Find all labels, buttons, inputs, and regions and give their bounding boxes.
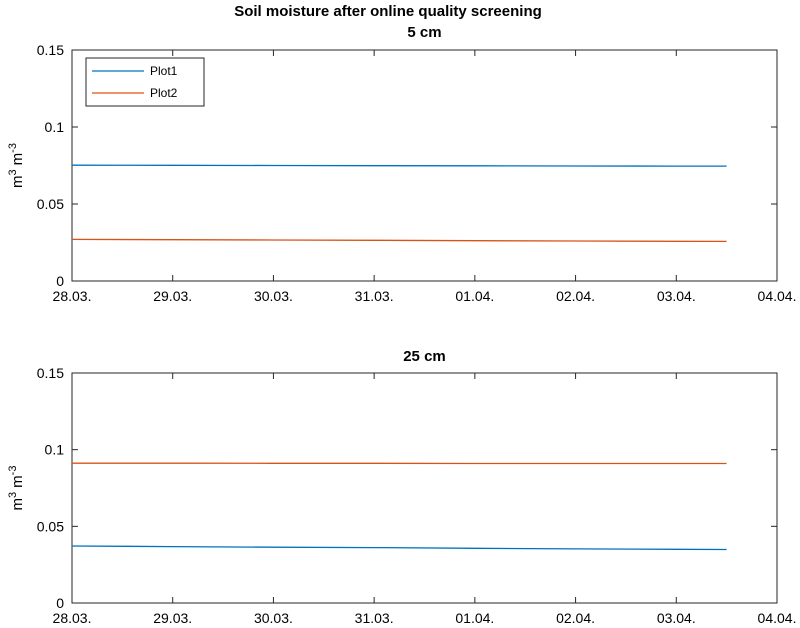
x-tick-label: 31.03. xyxy=(355,610,394,626)
y-tick-label: 0.15 xyxy=(37,42,64,58)
y-tick-label: 0.1 xyxy=(45,119,65,135)
x-tick-label: 29.03. xyxy=(153,610,192,626)
x-tick-label: 01.04. xyxy=(455,610,494,626)
y-tick-label: 0.05 xyxy=(37,196,64,212)
figure-title: Soil moisture after online quality scree… xyxy=(234,3,542,20)
x-tick-label: 30.03. xyxy=(254,288,293,304)
axes-layer: 5 cm 28.03. 29.03. 30.03. 31.03. 01.04. 02.04.… xyxy=(7,24,796,626)
x-tick-label: 31.03. xyxy=(355,288,394,304)
y-tick-label: 0.05 xyxy=(37,518,64,534)
y-axis-label: m3m-3 xyxy=(7,466,26,511)
series-line-plot2 xyxy=(71,238,727,243)
x-tick-label: 02.04. xyxy=(556,610,595,626)
x-tick-label: 01.04. xyxy=(455,288,494,304)
x-tick-label: 03.04. xyxy=(657,610,696,626)
legend-label: Plot1 xyxy=(150,64,178,78)
x-tick-label: 28.03. xyxy=(53,610,92,626)
x-tick-label: 29.03. xyxy=(153,288,192,304)
y-tick-label: 0.1 xyxy=(45,442,65,458)
y-axis-label: m3m-3 xyxy=(7,143,26,188)
y-tick-label: 0 xyxy=(56,595,64,611)
x-tick-label: 30.03. xyxy=(254,610,293,626)
subplot-title: 25 cm xyxy=(403,348,446,365)
x-tick-label: 03.04. xyxy=(657,288,696,304)
subplot-title: 5 cm xyxy=(407,24,441,41)
x-tick-label: 02.04. xyxy=(556,288,595,304)
x-tick-label: 04.04. xyxy=(758,610,797,626)
x-tick-label: 28.03. xyxy=(53,288,92,304)
subplot-2: 25 cm 28.03. 29.03. 30.03. 31.03. 01.04. 02.04… xyxy=(7,348,796,626)
axes-box xyxy=(71,372,778,604)
subplot-1: 5 cm 28.03. 29.03. 30.03. 31.03. 01.04. 02.04.… xyxy=(7,24,796,304)
series-line-plot1 xyxy=(71,164,727,167)
legend: Plot1 Plot2 xyxy=(85,57,205,107)
series-line-plot1 xyxy=(71,545,727,551)
legend-label: Plot2 xyxy=(150,86,178,100)
legend-box xyxy=(85,57,205,107)
y-tick-label: 0 xyxy=(56,273,64,289)
x-tick-label: 04.04. xyxy=(758,288,797,304)
y-tick-label: 0.15 xyxy=(37,365,64,381)
